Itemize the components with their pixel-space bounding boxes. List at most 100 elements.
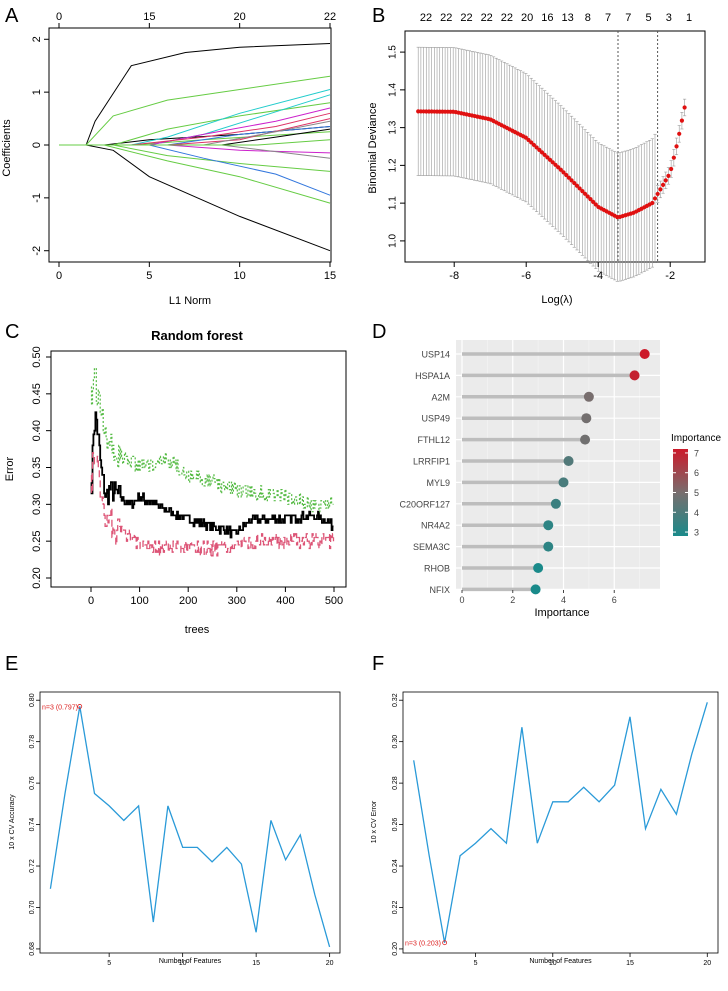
panel-d-dot — [533, 563, 544, 573]
panel-b-point — [534, 145, 539, 150]
panel-b-top-label: 13 — [561, 12, 573, 24]
panel-b-frame — [404, 30, 706, 263]
panel-label-C: C — [5, 321, 19, 343]
panel-d-dot — [639, 349, 650, 359]
panel-b-ytick-label: 1.4 — [388, 82, 399, 96]
panel-d-xtick-label: 4 — [561, 595, 566, 605]
panel-b-point — [553, 162, 558, 167]
panel-b-top-label: 8 — [585, 12, 591, 24]
panel-e-xlabel: Number of Features — [159, 958, 222, 965]
panel-label-E: E — [5, 653, 18, 675]
panel-e-ytick-label: 0.78 — [29, 735, 36, 749]
panel-d-dot — [563, 456, 574, 466]
panel-label-F: F — [372, 653, 384, 675]
panel-e-ytick-label: 0.80 — [29, 693, 36, 707]
panel-b-point — [556, 165, 561, 170]
panel-b-top-label: 22 — [420, 12, 432, 24]
panel-b-point — [682, 105, 687, 110]
panel-e-ylabel: 10 x CV Accuracy — [9, 794, 16, 850]
panel-b-top-label: 22 — [481, 12, 493, 24]
panel-a-path-7 — [59, 144, 331, 172]
panel-c-xtick-label: 400 — [276, 595, 294, 607]
panel-a-path-20 — [59, 139, 331, 146]
panel-b-point — [652, 196, 658, 201]
panel-c-ytick-label: 0.30 — [31, 494, 43, 515]
panel-a-xtick-label: 10 — [234, 270, 246, 282]
panel-b-point — [660, 182, 666, 187]
panel-d-xtick-label: 0 — [459, 595, 464, 605]
panel-f-line — [413, 702, 708, 943]
panel-f-ylabel: 10 x CV Error — [371, 800, 378, 843]
panel-b-xtick-label: -4 — [593, 270, 603, 282]
panel-b-ytick-label: 1.3 — [388, 120, 399, 134]
panel-b-point — [561, 170, 566, 175]
panel-d-category-label: USP49 — [421, 414, 450, 424]
panel-c-ytick-label: 0.20 — [31, 567, 43, 588]
panel-b-point — [539, 150, 545, 155]
panel-f-ytick-label: 0.22 — [392, 901, 399, 915]
panel-d-category-label: NR4A2 — [421, 521, 450, 531]
panel-b-point — [580, 189, 585, 194]
panel-e-ytick-label: 0.70 — [29, 901, 36, 915]
panel-b-point — [550, 160, 555, 165]
panel-c-xtick-label: 100 — [130, 595, 148, 607]
panel-b-point — [577, 186, 582, 191]
panel-a-xlabel: L1 Norm — [169, 295, 211, 307]
panel-b-xtick-label: -6 — [521, 270, 531, 282]
panel-b-ytick-label: 1.1 — [388, 196, 399, 210]
panel-b-point — [669, 166, 674, 172]
panel-b-point — [564, 172, 569, 178]
panel-b-point — [677, 131, 682, 136]
panel-e-xtick-label: 5 — [107, 960, 111, 967]
panel-e-best-point — [77, 704, 83, 709]
panel-c-frame — [50, 350, 347, 588]
panel-b-ytick-label: 1.0 — [388, 234, 399, 248]
panel-f-ytick-label: 0.20 — [392, 942, 399, 956]
panel-b-point — [588, 197, 593, 202]
panel-a-path-14 — [59, 144, 331, 154]
panel-d-background — [456, 340, 660, 590]
panel-c-series-1 — [90, 411, 334, 539]
panel-b-point — [572, 180, 577, 186]
panel-e-chart: n=3 (0.797) 5 10 15 20 0.68 0.70 0.72 0.74 0.76 0.… — [9, 691, 341, 967]
panel-b-point — [537, 147, 542, 152]
panel-d-chart: USP14 HSPA1A A2M USP49 FTHL12 LRRFIP1 MYL9 C20O… — [399, 340, 721, 619]
panel-d-dot — [581, 413, 592, 424]
panel-b-xtick-label: -2 — [665, 270, 675, 282]
panel-b-point — [529, 140, 534, 145]
panel-a-xtick-label: 15 — [324, 270, 336, 282]
panel-b-top-label: 22 — [460, 12, 472, 24]
panel-a-xtick-label: 0 — [56, 270, 62, 282]
panel-d-category-label: HSPA1A — [415, 371, 450, 381]
panel-d-dot — [583, 391, 594, 402]
panel-c-ytick-label: 0.35 — [31, 457, 43, 478]
panel-a-ylabel: Coefficients — [1, 119, 13, 177]
panel-b-ylabel: Binomial Deviance — [367, 102, 379, 193]
panel-b-top-label: 5 — [645, 12, 651, 24]
panel-e-ytick-label: 0.76 — [29, 776, 36, 790]
panel-d-dot — [550, 498, 561, 509]
panel-f-xlabel: Number of Features — [529, 958, 592, 965]
panel-f-xtick-label: 10 — [549, 960, 557, 967]
panel-label-A: A — [5, 5, 19, 27]
panel-b-point — [650, 200, 655, 206]
panel-b-top-label: 3 — [666, 12, 672, 24]
panel-c-ylabel: Error — [4, 456, 16, 481]
panel-b-point — [566, 175, 571, 180]
panel-c-xlabel: trees — [185, 624, 210, 636]
panel-e-ytick-label: 0.74 — [29, 818, 36, 832]
panel-d-dot — [580, 434, 591, 445]
panel-f-xtick-label: 5 — [474, 960, 478, 967]
panel-b-xtick-label: -8 — [449, 270, 459, 282]
panel-e-ytick-label: 0.72 — [29, 859, 36, 873]
panel-f-xtick-label: 15 — [626, 960, 634, 967]
panel-d-legend-label: 5 — [694, 488, 699, 498]
panel-f-annotation: n=3 (0.203) — [405, 941, 441, 948]
panel-d-legend-bar — [673, 449, 688, 536]
panel-e-line — [49, 706, 331, 948]
panel-b-point — [663, 178, 668, 183]
panel-c-series-2 — [90, 452, 335, 557]
panel-d-legend-title: Importance — [671, 433, 721, 444]
panel-a-xtick-label: 5 — [146, 270, 152, 282]
panel-b-point — [585, 194, 590, 199]
